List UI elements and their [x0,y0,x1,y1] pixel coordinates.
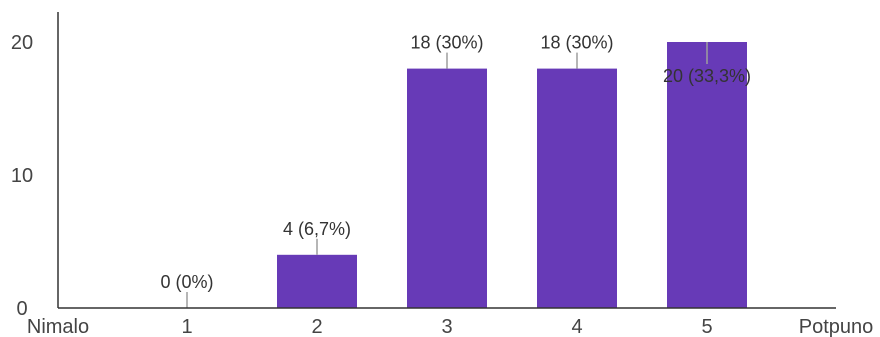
data-label: 0 (0%) [160,272,213,292]
bar [537,68,617,308]
y-tick-label: 0 [16,298,27,320]
y-tick-label: 10 [11,165,33,187]
x-axis-ticks: 1 2 3 4 5 [181,316,712,337]
x-tick-label: 3 [441,316,452,337]
data-labels: 0 (0%) 4 (6,7%) 18 (30%) 18 (30%) 20 (33,3%) [160,33,751,292]
x-tick-label: 4 [571,316,582,337]
scale-min-label: Nimalo [27,316,89,337]
data-label: 18 (30%) [410,33,483,53]
y-tick-label: 20 [11,32,33,54]
bar [277,254,357,308]
bars [277,42,747,308]
y-axis-ticks: 0 10 20 [11,32,33,320]
data-label: 18 (30%) [540,33,613,53]
bar [407,68,487,308]
scale-max-label: Potpuno [799,316,874,337]
label-leader-lines [186,42,708,308]
x-tick-label: 5 [701,316,712,337]
x-tick-label: 2 [311,316,322,337]
bar [667,42,747,308]
x-tick-label: 1 [181,316,192,337]
data-label: 20 (33,3%) [663,66,751,86]
data-label: 4 (6,7%) [283,219,351,239]
